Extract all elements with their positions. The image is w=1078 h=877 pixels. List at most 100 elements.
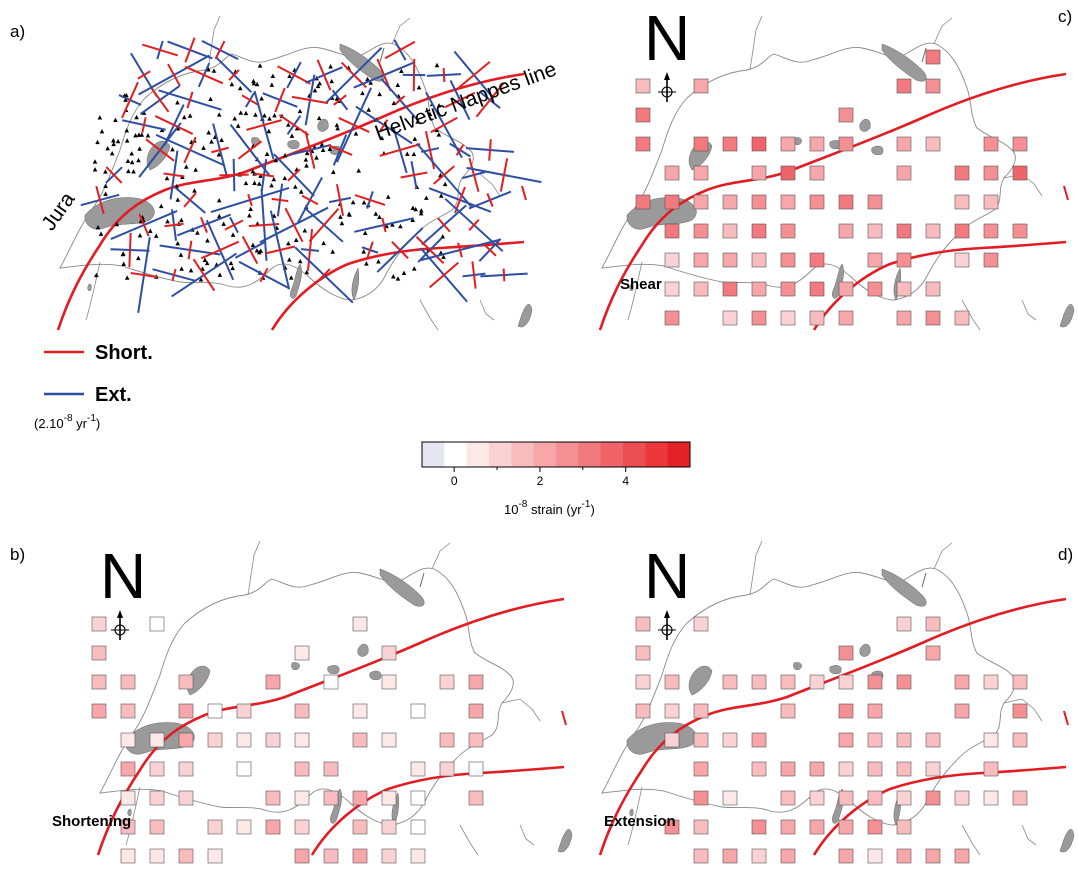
gps-station-marker: [304, 163, 309, 168]
strain-cell: [983, 194, 999, 210]
gps-station-marker: [123, 97, 128, 102]
strain-cell: [809, 194, 825, 210]
gps-station-marker: [293, 184, 298, 189]
shortening-bar: [366, 241, 374, 259]
panel-c-letter: c): [1058, 7, 1072, 26]
strain-cell: [867, 252, 883, 268]
strain-cell: [693, 732, 709, 748]
strain-cell: [925, 616, 941, 632]
gps-station-marker: [440, 234, 446, 239]
strain-cell: [896, 790, 912, 806]
gps-station-marker: [139, 132, 145, 137]
strain-cell: [809, 281, 825, 297]
strain-cell: [838, 732, 854, 748]
strain-cell: [635, 194, 651, 210]
strain-cell: [468, 790, 484, 806]
strain-cell: [91, 674, 107, 690]
shortening-bar: [471, 261, 477, 289]
panel-c-label: Shear: [620, 276, 662, 293]
shortening-bar: [271, 197, 289, 203]
strain-cell: [954, 310, 970, 326]
gps-station-marker: [423, 195, 429, 200]
gps-station-marker: [373, 211, 379, 216]
strain-cell: [838, 848, 854, 864]
gps-station-marker: [219, 137, 224, 143]
panel-c-squares: [635, 49, 1028, 326]
shortening-bar: [141, 117, 147, 133]
strain-cell: [896, 252, 912, 268]
shortening-bar: [284, 207, 304, 243]
gps-station-marker: [338, 214, 343, 219]
gps-station-marker: [175, 197, 181, 202]
strain-cell: [896, 78, 912, 94]
shortening-bar: [95, 185, 105, 215]
shortening-bar: [264, 245, 296, 255]
gps-station-marker: [124, 138, 130, 143]
strain-cell: [664, 165, 680, 181]
strain-cell: [722, 194, 738, 210]
strain-cell: [780, 819, 796, 835]
panel-c-compass-icon: [657, 71, 677, 103]
gps-station-marker: [427, 111, 433, 116]
gps-station-marker: [331, 169, 336, 175]
shortening-bar: [468, 219, 480, 231]
strain-cell: [780, 223, 796, 239]
shortening-bar: [457, 60, 491, 90]
shortening-bar: [274, 87, 286, 113]
colorbar-label: 10-8 strain (yr-1): [504, 499, 595, 517]
shortening-bar: [184, 65, 224, 85]
strain-cell: [410, 819, 426, 835]
gps-station-marker: [99, 129, 105, 134]
shortening-bar: [306, 229, 314, 271]
colorbar-tick-label: 0: [451, 474, 458, 488]
gps-station-marker: [111, 141, 116, 147]
strain-cell: [120, 819, 136, 835]
strain-cell: [352, 790, 368, 806]
gps-station-marker: [129, 159, 135, 165]
gps-station-marker: [229, 81, 235, 87]
shortening-bar: [391, 240, 409, 260]
strain-cell: [925, 732, 941, 748]
shortening-bar: [145, 138, 175, 162]
strain-cell: [751, 136, 767, 152]
gps-station-marker: [232, 116, 238, 121]
strain-cell: [954, 674, 970, 690]
gps-station-marker: [230, 265, 235, 271]
shortening-bar: [444, 91, 476, 109]
strain-cell: [751, 194, 767, 210]
panel-d-north-letter: N: [644, 540, 690, 612]
strain-cell: [635, 703, 651, 719]
strain-cell: [265, 790, 281, 806]
gps-station-marker: [438, 193, 444, 198]
gps-station-marker: [209, 139, 214, 144]
panel-b-letter: b): [10, 545, 25, 564]
strain-cell: [91, 616, 107, 632]
gps-station-marker: [126, 168, 131, 174]
strain-cell: [722, 310, 738, 326]
gps-station-marker: [137, 232, 143, 238]
gps-station-marker: [243, 110, 249, 116]
shortening-bar: [186, 91, 194, 109]
strain-cell: [664, 310, 680, 326]
gps-station-marker: [103, 191, 108, 196]
strain-cell: [838, 703, 854, 719]
gps-station-marker: [252, 180, 257, 185]
shortening-bar: [128, 232, 132, 268]
shortening-bar: [184, 37, 196, 63]
strain-cell: [635, 645, 651, 661]
strain-cell: [236, 703, 252, 719]
strain-cell: [1012, 674, 1028, 690]
legend-ext-label: Ext.: [95, 384, 132, 406]
strain-cell: [838, 645, 854, 661]
gps-station-marker: [257, 63, 263, 68]
shortening-bar: [287, 168, 301, 182]
gps-station-marker: [287, 73, 292, 79]
strain-cell: [954, 194, 970, 210]
colorbar-tick-label: 2: [537, 474, 544, 488]
shortening-bar: [150, 87, 170, 113]
strain-cell: [664, 674, 680, 690]
gps-station-marker: [217, 213, 222, 219]
strain-cell: [294, 732, 310, 748]
gps-station-marker: [97, 115, 103, 120]
gps-station-marker: [136, 157, 141, 163]
